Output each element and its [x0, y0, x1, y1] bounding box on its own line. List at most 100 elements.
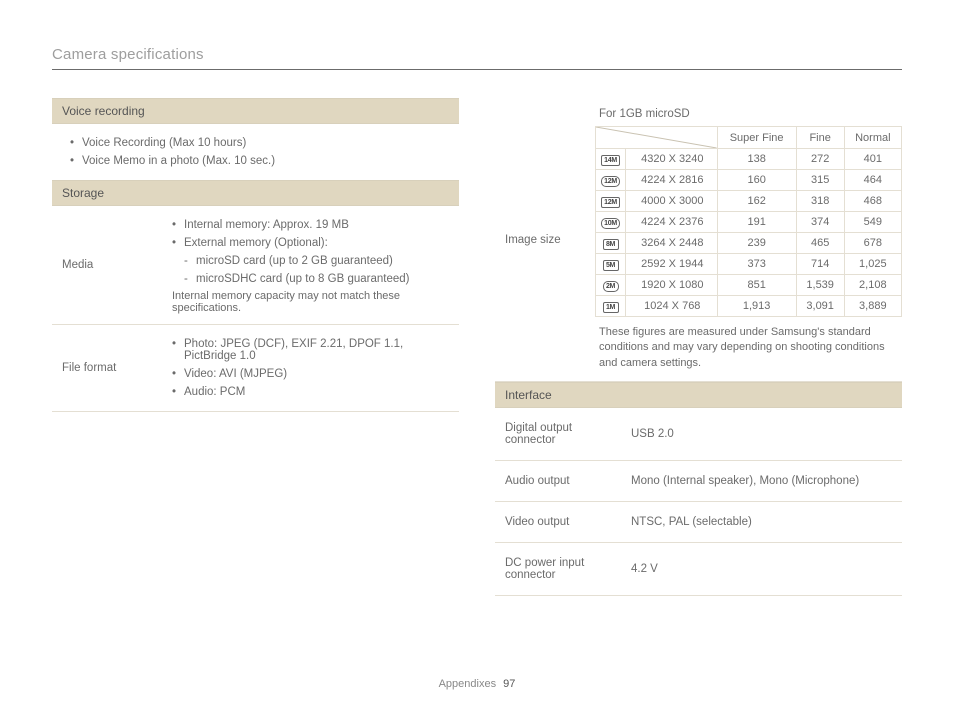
normal-cell: 2,108 [844, 275, 901, 296]
list-item: Audio: PCM [172, 383, 453, 401]
interface-label: Video output [495, 502, 625, 542]
list-item: Internal memory: Approx. 19 MB [172, 216, 453, 234]
col-superfine: Super Fine [717, 127, 796, 149]
footer-page-number: 97 [503, 678, 515, 690]
interface-value: 4.2 V [625, 543, 902, 595]
fine-cell: 272 [796, 149, 844, 170]
superfine-cell: 138 [717, 149, 796, 170]
interface-row: Digital output connectorUSB 2.0 [495, 408, 902, 461]
resolution-cell: 1920 X 1080 [626, 275, 718, 296]
list-item: microSDHC card (up to 8 GB guaranteed) [172, 270, 453, 288]
normal-cell: 678 [844, 233, 901, 254]
interface-label: Digital output connector [495, 408, 625, 460]
imagesize-caption: For 1GB microSD [595, 104, 902, 126]
resolution-cell: 2592 X 1944 [626, 254, 718, 275]
page-title: Camera specifications [52, 46, 902, 70]
normal-cell: 468 [844, 191, 901, 212]
imagesize-table: Super Fine Fine Normal 14M 4320 X 3240138… [595, 126, 902, 317]
mp-icon-cell: 12M [596, 170, 626, 191]
megapixel-icon: 1M [603, 302, 619, 313]
normal-cell: 401 [844, 149, 901, 170]
left-column: Voice recording Voice Recording (Max 10 … [52, 98, 459, 596]
interface-row: Video outputNTSC, PAL (selectable) [495, 502, 902, 543]
storage-header: Storage [52, 180, 459, 206]
list-item: Voice Memo in a photo (Max. 10 sec.) [70, 152, 453, 170]
fine-cell: 315 [796, 170, 844, 191]
diagonal-header-cell [596, 127, 718, 149]
table-row: 2M 1920 X 10808511,5392,108 [596, 275, 902, 296]
imagesize-label: Image size [495, 98, 595, 381]
table-row: 14M 4320 X 3240138272401 [596, 149, 902, 170]
media-note: Internal memory capacity may not match t… [172, 288, 453, 314]
interface-value: Mono (Internal speaker), Mono (Microphon… [625, 461, 902, 501]
resolution-cell: 4224 X 2816 [626, 170, 718, 191]
resolution-cell: 3264 X 2448 [626, 233, 718, 254]
right-column: Image size For 1GB microSD Super Fine Fi… [495, 98, 902, 596]
resolution-cell: 4224 X 2376 [626, 212, 718, 233]
mp-icon-cell: 12M [596, 191, 626, 212]
megapixel-icon: 14M [601, 155, 620, 166]
superfine-cell: 162 [717, 191, 796, 212]
interface-value: NTSC, PAL (selectable) [625, 502, 902, 542]
voice-recording-list: Voice Recording (Max 10 hours) Voice Mem… [52, 124, 459, 180]
table-header-row: Super Fine Fine Normal [596, 127, 902, 149]
footer-section: Appendixes [439, 678, 497, 690]
table-row: 8M 3264 X 2448239465678 [596, 233, 902, 254]
col-normal: Normal [844, 127, 901, 149]
mp-icon-cell: 1M [596, 296, 626, 317]
mp-icon-cell: 8M [596, 233, 626, 254]
superfine-cell: 160 [717, 170, 796, 191]
mp-icon-cell: 14M [596, 149, 626, 170]
megapixel-icon: 10M [601, 218, 620, 229]
page-footer: Appendixes 97 [0, 678, 954, 690]
voice-recording-header: Voice recording [52, 98, 459, 124]
normal-cell: 1,025 [844, 254, 901, 275]
table-row: 12M 4224 X 2816160315464 [596, 170, 902, 191]
megapixel-icon: 5M [603, 260, 619, 271]
interface-row: Audio outputMono (Internal speaker), Mon… [495, 461, 902, 502]
megapixel-icon: 12M [601, 197, 620, 208]
imagesize-footnote: These figures are measured under Samsung… [595, 317, 902, 371]
table-row: 10M 4224 X 2376191374549 [596, 212, 902, 233]
fine-cell: 1,539 [796, 275, 844, 296]
fine-cell: 3,091 [796, 296, 844, 317]
fileformat-row: File format Photo: JPEG (DCF), EXIF 2.21… [52, 325, 459, 412]
fileformat-label: File format [52, 325, 172, 411]
table-row: 5M2592 X 19443737141,025 [596, 254, 902, 275]
superfine-cell: 191 [717, 212, 796, 233]
normal-cell: 3,889 [844, 296, 901, 317]
list-item: microSD card (up to 2 GB guaranteed) [172, 252, 453, 270]
superfine-cell: 1,913 [717, 296, 796, 317]
superfine-cell: 373 [717, 254, 796, 275]
fine-cell: 318 [796, 191, 844, 212]
list-item: Voice Recording (Max 10 hours) [70, 134, 453, 152]
interface-value: USB 2.0 [625, 408, 902, 460]
normal-cell: 549 [844, 212, 901, 233]
superfine-cell: 851 [717, 275, 796, 296]
megapixel-icon: 8M [603, 239, 619, 250]
superfine-cell: 239 [717, 233, 796, 254]
resolution-cell: 4000 X 3000 [626, 191, 718, 212]
imagesize-content: For 1GB microSD Super Fine Fine Normal [595, 98, 902, 381]
imagesize-row: Image size For 1GB microSD Super Fine Fi… [495, 98, 902, 382]
resolution-cell: 1024 X 768 [626, 296, 718, 317]
list-item: Photo: JPEG (DCF), EXIF 2.21, DPOF 1.1, … [172, 335, 453, 365]
mp-icon-cell: 10M [596, 212, 626, 233]
table-row: 12M 4000 X 3000162318468 [596, 191, 902, 212]
megapixel-icon: 2M [603, 281, 619, 292]
fine-cell: 374 [796, 212, 844, 233]
interface-header: Interface [495, 382, 902, 408]
media-value: Internal memory: Approx. 19 MB External … [172, 206, 459, 324]
media-row: Media Internal memory: Approx. 19 MB Ext… [52, 206, 459, 325]
interface-label: DC power input connector [495, 543, 625, 595]
resolution-cell: 4320 X 3240 [626, 149, 718, 170]
table-row: 1M 1024 X 7681,9133,0913,889 [596, 296, 902, 317]
interface-label: Audio output [495, 461, 625, 501]
normal-cell: 464 [844, 170, 901, 191]
media-label: Media [52, 206, 172, 324]
col-fine: Fine [796, 127, 844, 149]
fine-cell: 465 [796, 233, 844, 254]
megapixel-icon: 12M [601, 176, 620, 187]
interface-row: DC power input connector4.2 V [495, 543, 902, 596]
list-item: Video: AVI (MJPEG) [172, 365, 453, 383]
